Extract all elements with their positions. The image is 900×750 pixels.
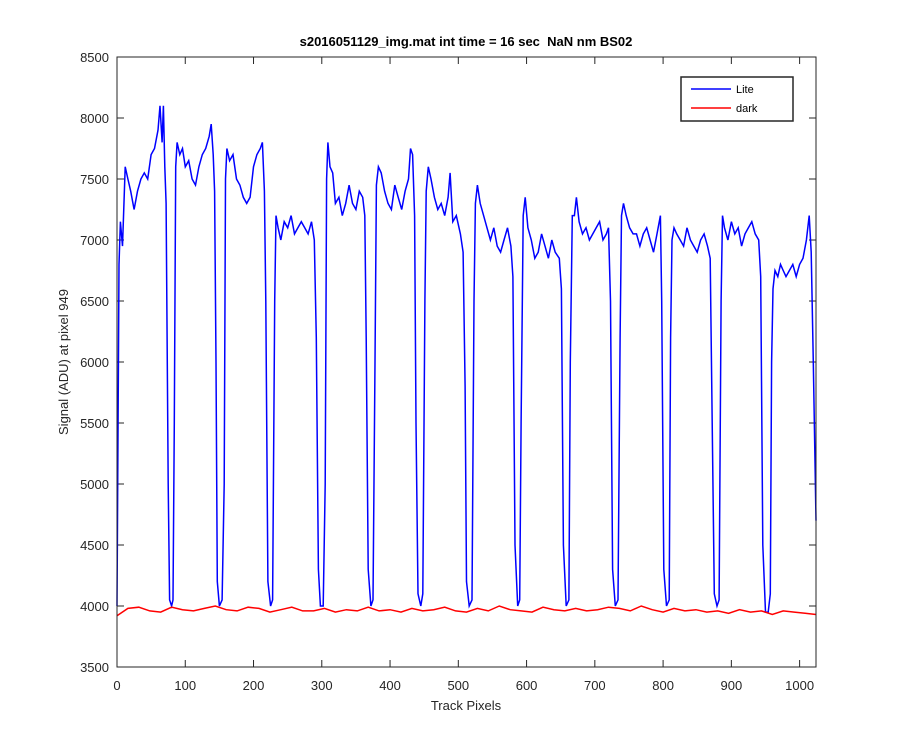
y-tick-label: 7000 (80, 233, 109, 248)
y-tick-label: 3500 (80, 660, 109, 675)
y-tick-label: 5500 (80, 416, 109, 431)
axes-box (116, 56, 817, 668)
x-tick-label: 400 (379, 678, 401, 693)
x-tick-label: 600 (516, 678, 538, 693)
x-tick-label: 500 (447, 678, 469, 693)
line-series (116, 105, 817, 613)
x-tick-label: 800 (652, 678, 674, 693)
x-axis-label: Track Pixels (431, 698, 502, 713)
y-tick-label: 8500 (80, 50, 109, 65)
x-tick-label: 1000 (785, 678, 814, 693)
legend-label: dark (736, 103, 758, 115)
line-series (116, 605, 817, 617)
y-tick-label: 7500 (80, 172, 109, 187)
y-axis-label: Signal (ADU) at pixel 949 (56, 289, 71, 435)
y-tick-label: 5000 (80, 477, 109, 492)
y-tick-label: 8000 (80, 111, 109, 126)
x-tick-label: 200 (243, 678, 265, 693)
y-tick-label: 4000 (80, 599, 109, 614)
y-tick-label: 6500 (80, 294, 109, 309)
chart-title: s2016051129_img.mat int time = 16 sec Na… (300, 34, 633, 49)
y-tick-label: 4500 (80, 538, 109, 553)
x-tick-label: 700 (584, 678, 606, 693)
x-tick-label: 300 (311, 678, 333, 693)
y-tick-label: 6000 (80, 355, 109, 370)
x-tick-label: 0 (113, 678, 120, 693)
x-tick-label: 100 (174, 678, 196, 693)
x-tick-label: 900 (721, 678, 743, 693)
legend-label: Lite (736, 84, 754, 96)
legend-box (680, 76, 794, 122)
